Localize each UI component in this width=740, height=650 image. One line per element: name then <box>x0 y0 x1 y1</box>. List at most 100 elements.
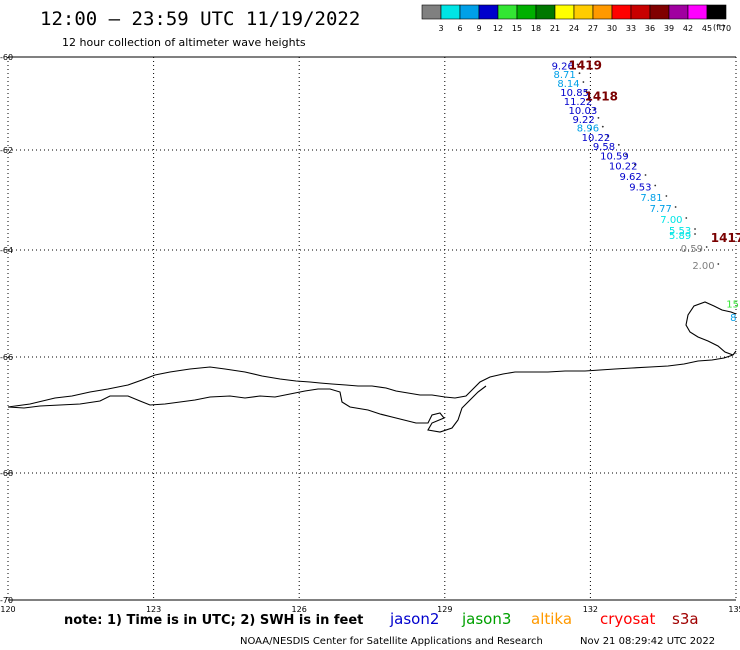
track-dot <box>625 153 628 156</box>
swh-value: 10.59 <box>600 152 629 163</box>
track-dot <box>606 135 609 137</box>
pass-number: 1419 <box>569 58 602 72</box>
legend-swatch <box>516 4 537 20</box>
swh-value: 5.53 <box>669 226 691 237</box>
track-dot <box>617 143 620 146</box>
track-dot <box>576 63 579 66</box>
generated-timestamp: Nov 21 08:29:42 UTC 2022 <box>580 636 715 647</box>
map-title: 12:00 – 23:59 UTC 11/19/2022 <box>40 8 360 30</box>
ground-track <box>576 63 720 265</box>
legend-label: 39 <box>664 24 674 33</box>
swh-value: 10.22 <box>609 162 638 173</box>
legend-swatch <box>573 4 594 20</box>
lon-tick-label: 123 <box>146 605 161 614</box>
swh-value: 9.58 <box>593 142 615 153</box>
track-dot <box>578 72 581 75</box>
legend-label: 6 <box>457 24 462 33</box>
lat-tick-label: -66 <box>0 353 13 362</box>
legend-swatch <box>592 4 613 20</box>
legend-swatch <box>535 4 556 20</box>
swh-value: 2.00 <box>692 261 714 272</box>
swh-value: 8 <box>730 313 736 324</box>
legend-swatch <box>497 4 518 20</box>
swh-value: 10.03 <box>569 106 598 117</box>
legend-label: 33 <box>626 24 636 33</box>
legend-label: 27 <box>588 24 598 33</box>
legend-swatch <box>611 4 632 20</box>
legend-label: 12 <box>493 24 503 33</box>
satellite-legend: jason2 jason3 altika cryosat s3a <box>389 610 699 628</box>
legend-label: 30 <box>607 24 617 33</box>
legend-label: 9 <box>476 24 481 33</box>
legend-unit: (ft) <box>713 23 725 32</box>
legend-swatch <box>554 4 575 20</box>
track-dot <box>665 195 668 197</box>
lon-tick-label: 132 <box>583 605 598 614</box>
legend-swatch <box>649 4 670 20</box>
swh-value: 8.96 <box>577 124 599 135</box>
swh-value: 10.22 <box>582 133 611 144</box>
plot-frame <box>8 56 736 601</box>
lat-tick-label: -68 <box>0 469 13 478</box>
swh-value: 8.14 <box>557 79 579 90</box>
wave-height-legend: 3 6 9 12 15 18 21 24 27 30 33 36 39 42 45 70 <box>421 4 731 33</box>
track-dot <box>633 163 636 166</box>
swh-value: 0.59 <box>681 244 703 255</box>
lon-tick-label: 135 <box>728 605 740 614</box>
lon-tick-label: 120 <box>0 605 15 614</box>
track-dot <box>593 108 596 110</box>
track-dot <box>717 263 720 265</box>
legend-label: 24 <box>569 24 579 33</box>
swh-value: 7.81 <box>640 193 662 204</box>
antarctic-coastline <box>7 301 737 433</box>
map-subtitle: 12 hour collection of altimeter wave hei… <box>62 36 306 49</box>
pass-number: 1418 <box>585 90 618 104</box>
graticule: 120 123 126 129 132 135 -60 -62 -64 -66 -68 -70 <box>0 53 740 614</box>
wave-height-observations: 9.268.718.1410.8511.2210.039.228.9610.22… <box>552 61 740 324</box>
lat-tick-label: -62 <box>0 146 13 155</box>
swh-value: 7.77 <box>650 204 672 215</box>
legend-label: 3 <box>438 24 443 33</box>
satellite-name: altika <box>531 610 572 628</box>
legend-label: 36 <box>645 24 655 33</box>
track-dot <box>588 99 591 102</box>
legend-label: 70 <box>721 24 731 33</box>
track-dot <box>685 217 688 219</box>
pass-number-labels: 1419 1418 1417 <box>569 58 740 245</box>
track-dot <box>601 125 604 128</box>
track-dot <box>674 206 677 208</box>
swh-value: 7.00 <box>660 215 682 226</box>
track-dot <box>654 184 657 187</box>
legend-swatch <box>706 4 727 20</box>
legend-swatch <box>478 4 499 20</box>
lat-tick-label: -60 <box>0 53 13 62</box>
legend-label: 18 <box>531 24 541 33</box>
track-dot <box>694 233 696 235</box>
swh-value: 11.22 <box>564 97 593 108</box>
swh-value: 8.71 <box>554 70 576 81</box>
track-dot <box>597 116 600 119</box>
satellite-name: cryosat <box>600 610 655 628</box>
legend-label: 42 <box>683 24 693 33</box>
legend-label: 45 <box>702 24 712 33</box>
track-dot <box>585 89 588 92</box>
legend-swatch <box>421 4 442 20</box>
footer-note: note: 1) Time is in UTC; 2) SWH is in fe… <box>64 613 363 628</box>
swh-value: 15.8 <box>726 300 740 311</box>
lon-tick-label: 126 <box>292 605 307 614</box>
swh-value: 9.53 <box>629 183 651 194</box>
swh-value: 9.26 <box>552 61 574 72</box>
pass-number: 1417 <box>711 231 740 245</box>
satellite-name: jason2 <box>389 610 439 628</box>
legend-swatch <box>440 4 461 20</box>
swh-value: 5.89 <box>669 231 691 242</box>
legend-swatch <box>630 4 651 20</box>
satellite-name: s3a <box>672 610 699 628</box>
swh-value: 9.22 <box>572 115 594 126</box>
track-dot <box>694 228 696 230</box>
lat-tick-label: -64 <box>0 246 13 255</box>
satellite-name: jason3 <box>461 610 511 628</box>
lon-tick-label: 129 <box>437 605 452 614</box>
track-dot <box>705 246 708 248</box>
